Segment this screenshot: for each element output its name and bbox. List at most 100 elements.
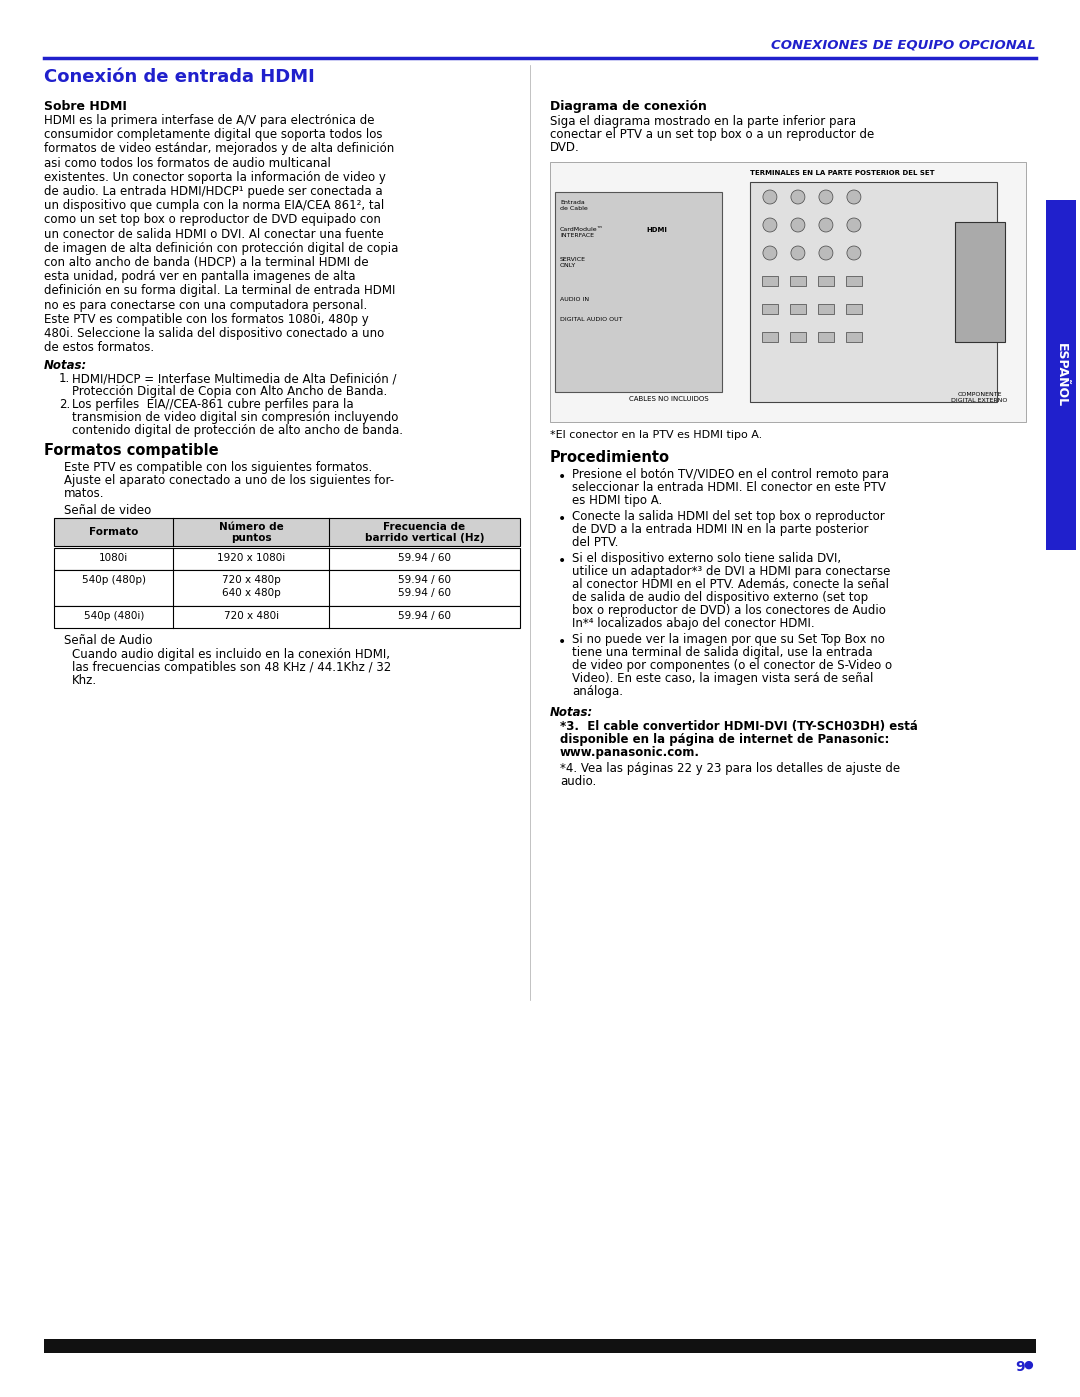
Text: al conector HDMI en el PTV. Además, conecte la señal: al conector HDMI en el PTV. Además, cone… — [572, 578, 889, 591]
Text: 1.: 1. — [59, 373, 70, 386]
Text: Video). En este caso, la imagen vista será de señal: Video). En este caso, la imagen vista se… — [572, 672, 874, 685]
Bar — [555, 191, 721, 393]
Text: 640 x 480p: 640 x 480p — [221, 588, 281, 598]
Text: asi como todos los formatos de audio multicanal: asi como todos los formatos de audio mul… — [44, 156, 330, 169]
Bar — [44, 1338, 1036, 1354]
Circle shape — [762, 218, 777, 232]
Bar — [1047, 200, 1076, 550]
Text: disponible en la página de internet de Panasonic:: disponible en la página de internet de P… — [561, 733, 889, 746]
Text: Este PTV es compatible con los siguientes formatos.: Este PTV es compatible con los siguiente… — [64, 461, 373, 475]
Text: AUDIO IN: AUDIO IN — [561, 298, 589, 302]
Text: un conector de salida HDMI o DVI. Al conectar una fuente: un conector de salida HDMI o DVI. Al con… — [44, 228, 383, 240]
Text: *El conector en la PTV es HDMI tipo A.: *El conector en la PTV es HDMI tipo A. — [550, 430, 762, 440]
Text: como un set top box o reproductor de DVD equipado con: como un set top box o reproductor de DVD… — [44, 214, 381, 226]
Circle shape — [791, 190, 805, 204]
Text: www.panasonic.com.: www.panasonic.com. — [561, 746, 700, 759]
Text: de imagen de alta definición con protección digital de copia: de imagen de alta definición con protecc… — [44, 242, 399, 254]
Circle shape — [819, 246, 833, 260]
Text: 9: 9 — [1016, 1361, 1031, 1375]
Text: Diagrama de conexión: Diagrama de conexión — [550, 101, 707, 113]
Text: es HDMI tipo A.: es HDMI tipo A. — [572, 495, 662, 507]
Text: de salida de audio del dispositivo externo (set top: de salida de audio del dispositivo exter… — [572, 591, 868, 604]
Bar — [761, 305, 778, 314]
Text: ESPAÑOL: ESPAÑOL — [1054, 342, 1067, 407]
Text: matos.: matos. — [64, 488, 105, 500]
Text: Ajuste el aparato conectado a uno de los siguientes for-: Ajuste el aparato conectado a uno de los… — [64, 475, 394, 488]
Text: 1080i: 1080i — [99, 553, 129, 563]
Text: análoga.: análoga. — [572, 685, 623, 698]
Bar — [818, 305, 834, 314]
Bar — [54, 518, 519, 546]
Text: 720 x 480p: 720 x 480p — [221, 576, 281, 585]
Text: Notas:: Notas: — [550, 705, 593, 719]
Text: 480i. Seleccione la salida del dispositivo conectado a uno: 480i. Seleccione la salida del dispositi… — [44, 327, 384, 339]
Circle shape — [819, 190, 833, 204]
Bar — [846, 305, 862, 314]
Text: Si no puede ver la imagen por que su Set Top Box no: Si no puede ver la imagen por que su Set… — [572, 633, 885, 645]
Text: con alto ancho de banda (HDCP) a la terminal HDMI de: con alto ancho de banda (HDCP) a la term… — [44, 256, 368, 270]
Text: Los perfiles  EIA//CEA-861 cubre perfiles para la: Los perfiles EIA//CEA-861 cubre perfiles… — [72, 398, 353, 411]
Text: Sobre HDMI: Sobre HDMI — [44, 101, 126, 113]
Bar — [761, 332, 778, 342]
Circle shape — [847, 246, 861, 260]
Text: DIGITAL AUDIO OUT: DIGITAL AUDIO OUT — [561, 317, 622, 321]
Text: In*⁴ localizados abajo del conector HDMI.: In*⁴ localizados abajo del conector HDMI… — [572, 617, 814, 630]
Text: Frecuencia de
barrido vertical (Hz): Frecuencia de barrido vertical (Hz) — [365, 521, 484, 543]
Text: esta unidad, podrá ver en pantalla imagenes de alta: esta unidad, podrá ver en pantalla image… — [44, 270, 355, 284]
Text: Este PTV es compatible con los formatos 1080i, 480p y: Este PTV es compatible con los formatos … — [44, 313, 368, 326]
Text: Cuando audio digital es incluido en la conexión HDMI,: Cuando audio digital es incluido en la c… — [72, 648, 390, 661]
Bar — [955, 222, 1004, 342]
Text: de DVD a la entrada HDMI IN en la parte posterior: de DVD a la entrada HDMI IN en la parte … — [572, 522, 868, 536]
Bar — [761, 277, 778, 286]
Text: COMPONENTE
DIGITAL EXTERNO: COMPONENTE DIGITAL EXTERNO — [951, 393, 1008, 402]
Text: CABLES NO INCLUIDOS: CABLES NO INCLUIDOS — [630, 395, 708, 402]
Text: 1920 x 1080i: 1920 x 1080i — [217, 553, 285, 563]
Bar — [846, 277, 862, 286]
Circle shape — [762, 190, 777, 204]
Bar — [789, 332, 806, 342]
Text: *3.  El cable convertidor HDMI-DVI (TY-SCH03DH) está: *3. El cable convertidor HDMI-DVI (TY-SC… — [561, 719, 918, 733]
Text: de audio. La entrada HDMI/HDCP¹ puede ser conectada a: de audio. La entrada HDMI/HDCP¹ puede se… — [44, 184, 382, 198]
Text: box o reproductor de DVD) a los conectores de Audio: box o reproductor de DVD) a los conector… — [572, 604, 886, 617]
Text: consumidor completamente digital que soporta todos los: consumidor completamente digital que sop… — [44, 129, 382, 141]
Text: Si el dispositivo externo solo tiene salida DVI,: Si el dispositivo externo solo tiene sal… — [572, 552, 841, 564]
Text: Número de
puntos: Número de puntos — [219, 521, 284, 543]
Text: las frecuencias compatibles son 48 KHz / 44.1Khz / 32: las frecuencias compatibles son 48 KHz /… — [72, 661, 391, 675]
Text: Formato: Formato — [89, 528, 138, 538]
Text: CardModule™
INTERFACE: CardModule™ INTERFACE — [561, 226, 604, 237]
Text: contenido digital de protección de alto ancho de banda.: contenido digital de protección de alto … — [72, 425, 403, 437]
Text: Protección Digital de Copia con Alto Ancho de Banda.: Protección Digital de Copia con Alto Anc… — [72, 386, 388, 398]
Bar — [789, 277, 806, 286]
Text: 59.94 / 60: 59.94 / 60 — [397, 588, 451, 598]
Text: Formatos compatible: Formatos compatible — [44, 443, 218, 458]
Circle shape — [847, 190, 861, 204]
Text: Señal de video: Señal de video — [64, 504, 151, 517]
Circle shape — [791, 246, 805, 260]
Text: no es para conectarse con una computadora personal.: no es para conectarse con una computador… — [44, 299, 367, 312]
Text: C​ONEXIONES DE E​QUIPO O​PCIONAL: C​ONEXIONES DE E​QUIPO O​PCIONAL — [771, 39, 1036, 52]
Text: Notas:: Notas: — [44, 359, 87, 373]
Text: existentes. Un conector soporta la información de video y: existentes. Un conector soporta la infor… — [44, 170, 386, 184]
Text: Siga el diagrama mostrado en la parte inferior para: Siga el diagrama mostrado en la parte in… — [550, 115, 856, 129]
Text: •: • — [558, 555, 566, 569]
Text: Conecte la salida HDMI del set top box o reproductor: Conecte la salida HDMI del set top box o… — [572, 510, 885, 522]
Text: transmision de video digital sin compresión incluyendo: transmision de video digital sin compres… — [72, 411, 399, 425]
Text: seleccionar la entrada HDMI. El conector en este PTV: seleccionar la entrada HDMI. El conector… — [572, 481, 886, 495]
Text: 720 x 480i: 720 x 480i — [224, 612, 279, 622]
Text: HDMI: HDMI — [647, 226, 667, 233]
Text: SERVICE
ONLY: SERVICE ONLY — [561, 257, 586, 268]
Text: 59.94 / 60: 59.94 / 60 — [397, 553, 451, 563]
Circle shape — [762, 246, 777, 260]
Text: de estos formatos.: de estos formatos. — [44, 341, 154, 355]
Text: 2.: 2. — [59, 398, 70, 411]
Bar — [54, 606, 519, 629]
Text: definición en su forma digital. La terminal de entrada HDMI: definición en su forma digital. La termi… — [44, 285, 395, 298]
Bar — [846, 332, 862, 342]
Text: *4. Vea las páginas 22 y 23 para los detalles de ajuste de: *4. Vea las páginas 22 y 23 para los det… — [561, 761, 900, 775]
Circle shape — [791, 218, 805, 232]
Circle shape — [819, 218, 833, 232]
Bar — [818, 332, 834, 342]
Text: ●: ● — [1023, 1361, 1032, 1370]
Bar — [54, 549, 519, 570]
Text: 540p (480p): 540p (480p) — [82, 576, 146, 585]
